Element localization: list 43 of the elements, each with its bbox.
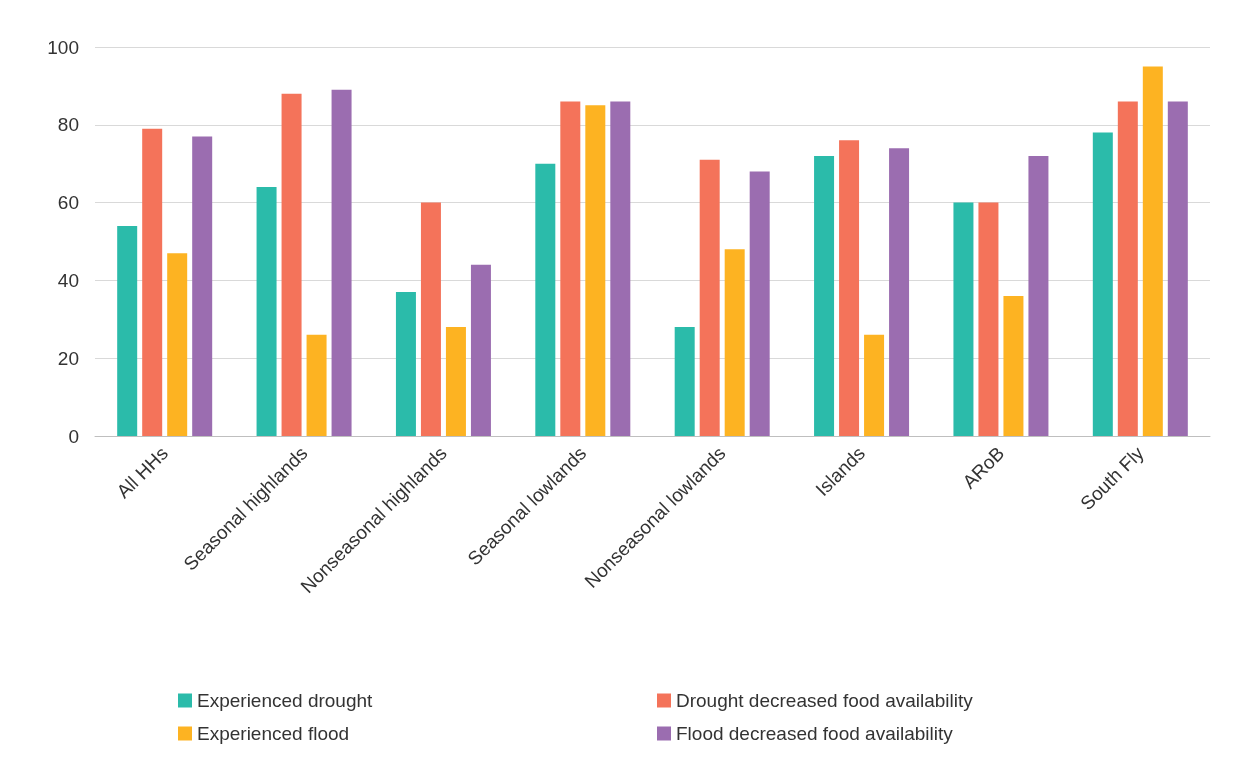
bar (1142, 66, 1163, 436)
bar (953, 202, 974, 436)
bar (142, 128, 163, 436)
bar (167, 253, 188, 436)
bar (610, 101, 631, 436)
bar (192, 136, 213, 436)
bar (560, 101, 581, 436)
bar (306, 334, 327, 436)
bar (1028, 155, 1049, 436)
y-tick-label: 80 (57, 114, 79, 136)
legend-label: Experienced flood (197, 723, 350, 744)
bar (889, 148, 910, 436)
y-tick-label: 100 (47, 36, 79, 58)
bar (281, 93, 302, 436)
bar (839, 140, 860, 436)
bar (1167, 101, 1188, 436)
x-tick-label: All HHs (112, 442, 173, 503)
bar (117, 225, 138, 436)
bar (445, 327, 466, 436)
bar (395, 292, 416, 436)
bar (420, 202, 441, 436)
bar (674, 327, 695, 436)
y-tick-label: 40 (57, 269, 79, 291)
legend-label: Experienced drought (197, 690, 374, 711)
y-tick-label: 0 (68, 425, 79, 447)
bar (256, 187, 277, 436)
y-tick-label: 20 (57, 347, 79, 369)
bar (331, 89, 352, 436)
bar (724, 249, 745, 436)
bar (585, 105, 606, 436)
bar (699, 159, 720, 436)
bar (864, 334, 885, 436)
bar (1092, 132, 1113, 436)
bar (1003, 295, 1024, 436)
legend-label: Flood decreased food availability (676, 723, 954, 744)
bar (535, 163, 556, 436)
bar (1117, 101, 1138, 436)
bar (814, 155, 835, 436)
bar (978, 202, 999, 436)
bar (749, 171, 770, 436)
legend-label: Drought decreased food availability (676, 690, 974, 711)
bar (470, 264, 491, 436)
y-tick-label: 60 (57, 192, 79, 214)
